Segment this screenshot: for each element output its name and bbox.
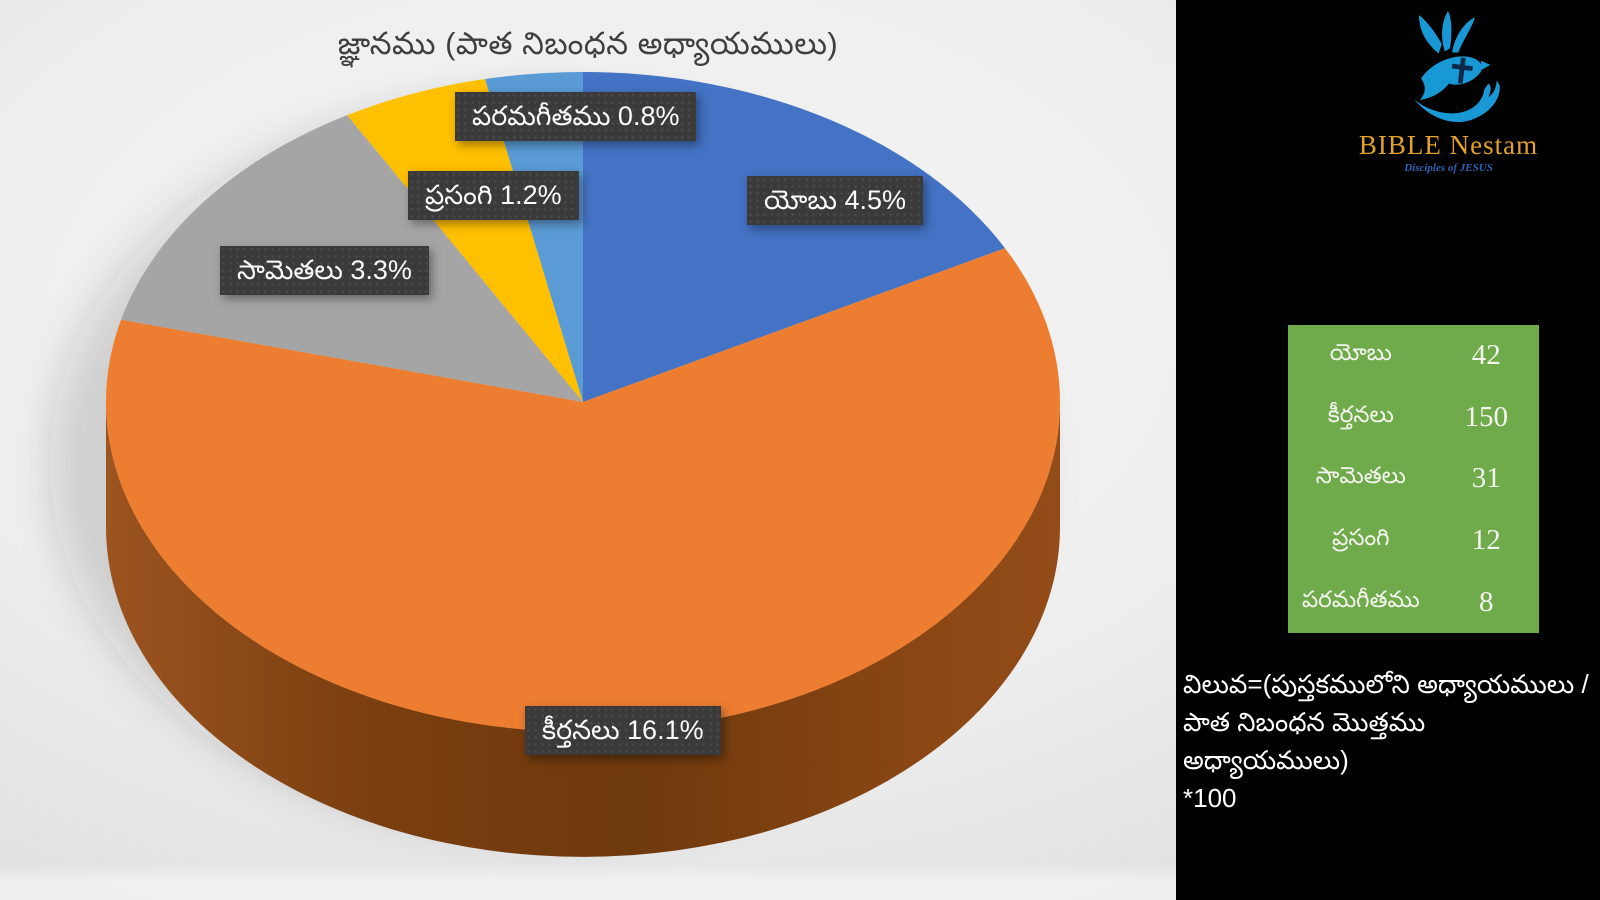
book-label: ప్రసంగి — [1332, 524, 1390, 551]
chapter-count: 8 — [1479, 585, 1494, 618]
pie-callout-job: యోబు 4.5% — [747, 176, 924, 226]
pie-slice-కీర్తనలు — [106, 248, 1060, 733]
formula-line: పాత నిబంధన మొత్తము అధ్యాయములు) — [1183, 707, 1426, 775]
logo-subtitle: Disciples of JESUS — [1404, 162, 1493, 174]
chapter-count: 42 — [1471, 339, 1501, 372]
chapter-count: 150 — [1464, 400, 1509, 433]
book-label: యోబు — [1329, 339, 1392, 366]
table-row: కీర్తనలు 150 — [1288, 387, 1539, 449]
slide-main-panel: జ్ఞానము (పాత నిబంధన అధ్యాయములు) యోబు 4.5… — [0, 0, 1176, 900]
book-label: సామెతలు — [1315, 462, 1406, 489]
bible-nestam-logo: BIBLE Nestam Disciples of JESUS — [1326, 10, 1571, 174]
pie-callout-proverbs: సామెతలు 3.3% — [220, 246, 429, 296]
table-row: పరమగీతము 8 — [1288, 571, 1539, 633]
pie-callout-song-of-songs: పరమగీతము 0.8% — [455, 92, 697, 142]
formula-text: విలువ=(పుస్తకములోని అధ్యాయములు / పాత నిబ… — [1183, 665, 1593, 817]
chapters-table: యోబు 42 కీర్తనలు 150 సామెతలు 31 ప్రసంగి … — [1288, 325, 1539, 633]
formula-line: *100 — [1183, 783, 1237, 813]
formula-line: విలువ=(పుస్తకములోని అధ్యాయములు / — [1183, 669, 1589, 699]
table-row: యోబు 42 — [1288, 325, 1539, 387]
pie-slice-పరమగీతము — [485, 72, 583, 402]
chart-title: జ్ఞానము (పాత నిబంధన అధ్యాయములు) — [337, 26, 839, 61]
pie-slice-యోబు — [583, 72, 1006, 402]
pie-callout-ecclesiastes: ప్రసంగి 1.2% — [408, 171, 579, 221]
pie-slice-ప్రసంగి — [347, 79, 583, 402]
sidebar: BIBLE Nestam Disciples of JESUS యోబు 42 … — [1176, 0, 1600, 900]
dove-cross-hand-icon — [1413, 11, 1500, 123]
logo-title: BIBLE Nestam — [1358, 130, 1539, 160]
table-row: సామెతలు 31 — [1288, 448, 1539, 510]
chapter-count: 31 — [1471, 462, 1501, 495]
pie-callout-psalms: కీర్తనలు 16.1% — [525, 706, 721, 756]
book-label: కీర్తనలు — [1327, 400, 1394, 427]
pie-chart-3d — [50, 72, 1060, 857]
book-label: పరమగీతము — [1301, 585, 1420, 612]
table-row: ప్రసంగి 12 — [1288, 510, 1539, 572]
chapter-count: 12 — [1471, 524, 1501, 557]
